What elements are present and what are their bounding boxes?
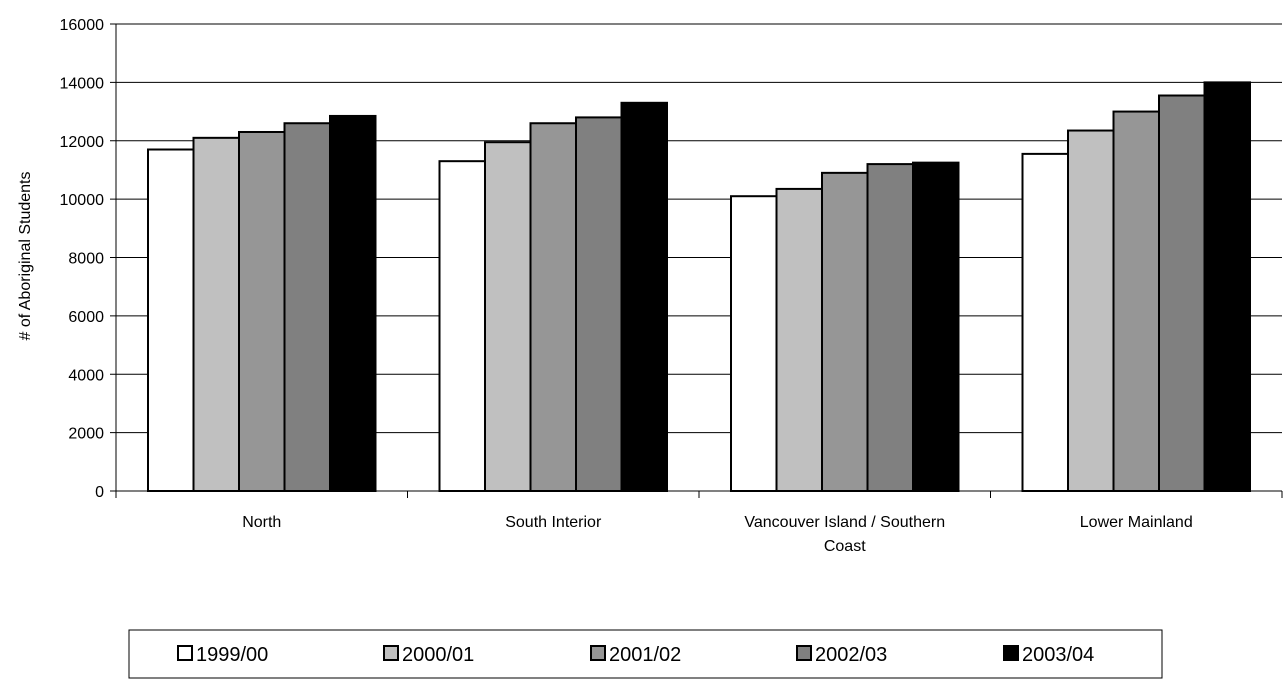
legend-label: 1999/00 <box>196 644 268 666</box>
legend-label: 2000/01 <box>402 644 474 666</box>
x-category-label-line: North <box>242 514 281 531</box>
bar <box>912 161 960 492</box>
bar <box>866 163 914 492</box>
axes: 0 2000 4000 6000 8000 10000 12000 14000 16000 Nor… <box>60 17 1283 555</box>
legend-swatch <box>1003 645 1019 661</box>
x-category-label: Lower Mainland <box>1080 514 1193 531</box>
x-category-label: North <box>242 514 281 531</box>
bar <box>1112 110 1160 492</box>
y-tick-label: 14000 <box>60 75 105 92</box>
legend-label: 2002/03 <box>815 644 887 666</box>
x-category-label-line: Vancouver Island / Southern <box>744 514 945 531</box>
bar <box>147 148 195 492</box>
x-category-label-line: South Interior <box>505 514 602 531</box>
bar <box>730 195 778 493</box>
y-tick-label: 16000 <box>60 17 105 34</box>
y-tick-label: 6000 <box>68 309 104 326</box>
legend-label: 2001/02 <box>609 644 681 666</box>
bar <box>529 122 577 493</box>
y-axis-label: # of Aboriginal Students <box>17 171 34 340</box>
bar <box>620 101 668 493</box>
bars <box>147 81 1251 493</box>
bar <box>775 187 823 493</box>
legend-swatch <box>590 645 606 661</box>
bar <box>1158 94 1206 493</box>
bar <box>238 130 286 492</box>
y-tick-label: 8000 <box>68 251 104 268</box>
bar <box>1203 81 1251 492</box>
bar <box>329 114 377 493</box>
bar <box>1021 152 1069 492</box>
bar <box>1067 129 1115 493</box>
legend-swatch <box>796 645 812 661</box>
legend-swatch <box>177 645 193 661</box>
bar <box>484 141 532 492</box>
legend-label: 2003/04 <box>1022 644 1094 666</box>
bar <box>192 136 240 493</box>
x-category-label: Vancouver Island / Southern Coast <box>744 514 945 555</box>
y-tick-label: 4000 <box>68 367 104 384</box>
legend: 1999/00 2000/01 2001/02 2002/03 2003/04 <box>128 629 1163 679</box>
x-category-label: South Interior <box>505 514 602 531</box>
bar <box>438 160 486 492</box>
bar <box>575 116 623 493</box>
legend-swatch <box>383 645 399 661</box>
bar <box>821 171 869 492</box>
x-category-label-line: Lower Mainland <box>1080 514 1193 531</box>
y-tick-label: 12000 <box>60 134 105 151</box>
x-category-label-line: Coast <box>824 538 866 555</box>
bar <box>283 122 331 493</box>
y-tick-label: 0 <box>95 484 104 501</box>
legend-box <box>128 629 1163 679</box>
y-tick-label: 2000 <box>68 426 104 443</box>
y-tick-label: 10000 <box>60 192 105 209</box>
